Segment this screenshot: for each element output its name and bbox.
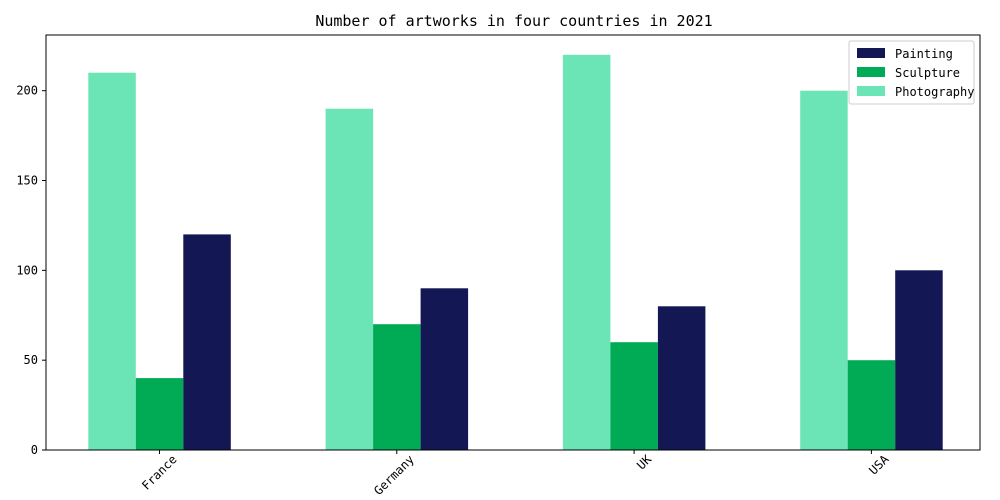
legend-swatch-sculpture — [857, 67, 885, 77]
legend-label-sculpture: Sculpture — [895, 66, 960, 80]
chart-title: Number of artworks in four countries in … — [315, 12, 712, 30]
bar-sculpture-usa — [847, 360, 896, 450]
legend-label-painting: Painting — [895, 47, 953, 61]
y-tick-label: 100 — [16, 263, 38, 277]
y-tick-label: 0 — [31, 443, 38, 457]
bar-photography-usa — [800, 90, 848, 450]
bar-sculpture-germany — [373, 324, 421, 450]
y-tick-label: 200 — [16, 84, 38, 98]
bar-sculpture-france — [135, 378, 184, 450]
bar-painting-germany — [420, 288, 469, 450]
bars-group — [88, 54, 943, 451]
bar-painting-usa — [895, 270, 943, 450]
bar-painting-uk — [657, 306, 706, 450]
bar-photography-germany — [325, 108, 374, 450]
bar-painting-france — [183, 234, 231, 450]
x-tick-label: UK — [634, 452, 655, 473]
legend-swatch-painting — [857, 48, 885, 58]
legend: Painting Sculpture Photography — [848, 40, 975, 105]
x-tick-label: Germany — [371, 452, 417, 498]
legend-swatch-photography — [857, 86, 885, 96]
x-tick-label: USA — [866, 452, 892, 478]
bar-photography-uk — [562, 54, 611, 451]
y-tick-label: 150 — [16, 174, 38, 188]
plot-frame — [45, 34, 981, 451]
bar-sculpture-uk — [610, 342, 658, 450]
y-tick-label: 50 — [24, 353, 38, 367]
x-tick-label: France — [139, 452, 180, 493]
legend-label-photography: Photography — [895, 85, 974, 99]
bar-photography-france — [88, 72, 136, 450]
